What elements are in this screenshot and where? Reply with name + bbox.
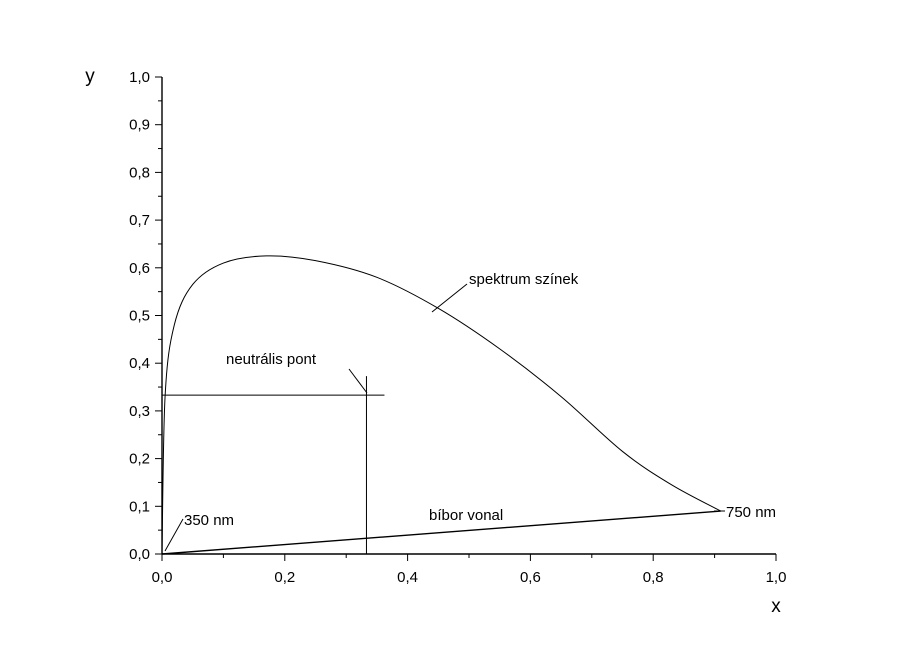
y-tick-label: 0,0 [129,546,150,563]
purple-line [161,510,721,555]
y-tick-label: 0,5 [129,308,150,325]
start-wavelength-label: 350 nm [184,512,234,529]
spectrum-label: spektrum színek [469,271,579,288]
y-axis-title: y [85,66,95,87]
start-leader-line [164,518,184,552]
purple-line-label: bíbor vonal [429,507,503,524]
x-axis-title: x [771,596,781,617]
x-tick-label: 0,0 [152,569,173,586]
neutral-point-label: neutrális pont [226,351,317,368]
y-tick-label: 0,6 [129,260,150,277]
y-tick-label: 0,7 [129,212,150,229]
y-tick-label: 0,3 [129,403,150,420]
x-tick-label: 0,4 [397,569,418,586]
neutral-leader-line [348,368,368,394]
spectrum-leader-line [431,283,468,313]
x-tick-label: 0,8 [643,569,664,586]
axes [161,77,776,555]
ticks: 0,0 0,1 0,2 0,3 0,4 0,5 0,6 0,7 0,8 0,9 1,0 0,0 0,2 0… [129,69,786,586]
y-tick-label: 0,2 [129,451,150,468]
y-tick-label: 0,9 [129,117,150,134]
y-tick-label: 0,8 [129,164,150,181]
x-tick-label: 0,2 [274,569,295,586]
y-tick-label: 0,1 [129,498,150,515]
y-tick-label: 0,4 [129,355,150,372]
series [161,255,721,555]
end-wavelength-label: 750 nm [726,504,776,521]
spectrum-locus-line [161,255,721,555]
x-tick-label: 1,0 [766,569,787,586]
annotations [164,283,725,552]
x-tick-label: 0,6 [520,569,541,586]
y-tick-label: 1,0 [129,69,150,86]
